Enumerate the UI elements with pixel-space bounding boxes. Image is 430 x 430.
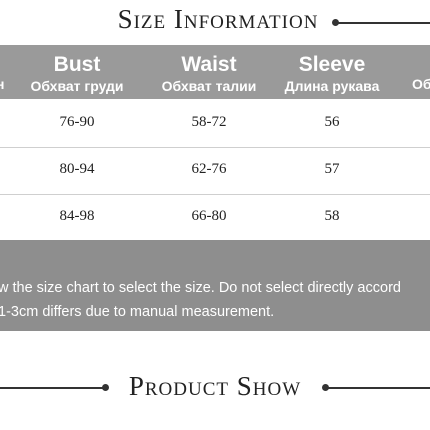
note: w the size chart to select the size. Do … (0, 280, 401, 296)
table-cell: 84-98 (59, 208, 95, 224)
note: 1-3cm differs due to manual measurement. (0, 304, 275, 320)
section-title: Product Show (128, 371, 302, 401)
section-title: Size Information (117, 4, 319, 34)
row-separator (0, 147, 430, 148)
table-cell: 62-76 (191, 161, 227, 177)
divider (0, 387, 105, 389)
table-cell: 57 (324, 161, 340, 177)
divider-dot (322, 384, 329, 391)
table-cell: 56 (324, 114, 340, 130)
column-header: Sleeve Длина рукава (272, 53, 392, 95)
divider (325, 387, 430, 389)
divider-dot (332, 19, 339, 26)
column-subtitle: Обхват груди (30, 78, 124, 94)
table-cell: 76-90 (59, 114, 95, 130)
table-cell: 58-72 (191, 114, 227, 130)
note-band (0, 240, 430, 331)
table-cell: 66-80 (191, 208, 227, 224)
table-cell: 58 (324, 208, 340, 224)
column-title: Waist (181, 53, 237, 76)
table-cell: 80-94 (59, 161, 95, 177)
column-header: Waist Обхват талии (149, 53, 269, 95)
column-title: Sleeve (298, 53, 366, 76)
column-header: Bust Обхват груди (17, 53, 137, 95)
row-separator (0, 194, 430, 195)
divider-dot (102, 384, 109, 391)
divider (335, 22, 430, 24)
partial-header: Обхв (412, 76, 430, 92)
partial-header: н (0, 76, 5, 92)
column-subtitle: Обхват талии (161, 78, 257, 94)
table-header (0, 45, 430, 99)
column-title: Bust (53, 53, 101, 76)
column-subtitle: Длина рукава (284, 78, 380, 94)
